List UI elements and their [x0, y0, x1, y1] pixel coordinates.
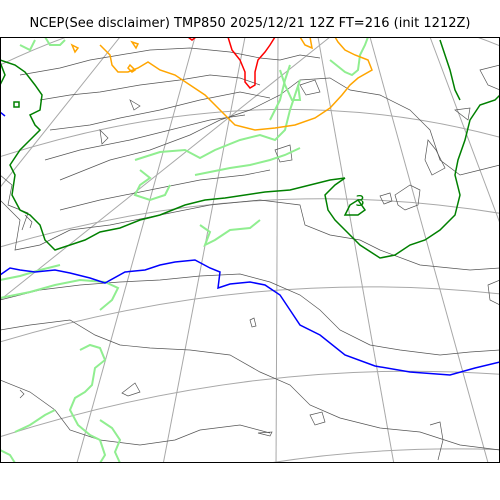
coastlines — [1, 47, 500, 461]
meridian-line — [369, 37, 489, 463]
coastline — [59, 77, 500, 181]
isotherm-segment — [44, 37, 66, 46]
meridian-line — [162, 37, 246, 463]
coastline — [379, 192, 393, 205]
coastline — [129, 99, 141, 111]
coastline — [479, 64, 500, 91]
latitude-line — [1, 108, 500, 157]
isotherm-3 — [1, 39, 500, 259]
coastline — [257, 431, 273, 437]
isotherm-segment — [329, 37, 369, 77]
meridian-line — [429, 37, 500, 225]
isotherm-segment — [1, 59, 346, 251]
coastline — [1, 319, 500, 451]
coastline — [299, 79, 321, 96]
isotherm-segment — [130, 40, 140, 50]
contour-label: 3 — [355, 192, 365, 210]
meridian-line — [1, 37, 331, 300]
isotherm-segment — [1, 449, 16, 463]
coastline — [99, 129, 109, 145]
latitude-line — [1, 37, 500, 66]
coastline — [19, 47, 321, 76]
meridian-line — [317, 37, 395, 463]
graticule-meridians — [1, 37, 500, 463]
isotherm-segment — [199, 219, 261, 248]
isotherm-segment — [269, 64, 291, 121]
isotherm-segment — [19, 39, 36, 52]
coastline — [39, 74, 261, 101]
isotherm-segment — [127, 63, 137, 73]
coastline — [1, 273, 500, 356]
coastline — [424, 139, 446, 176]
isotherm-segment — [324, 94, 500, 259]
isotherm-6 — [1, 37, 369, 463]
isotherm-segment — [134, 79, 301, 161]
isotherm-segment — [1, 278, 120, 311]
isotherm-segment — [14, 409, 56, 433]
meridian-line — [76, 37, 196, 463]
latitude-line — [1, 370, 500, 438]
isotherm-segment — [194, 147, 301, 176]
isotherm-segment — [279, 69, 302, 101]
coastline — [121, 382, 141, 397]
coastline — [19, 389, 25, 399]
coastline — [454, 107, 471, 121]
map-title: NCEP(See disclaimer) TMP850 2025/12/21 1… — [29, 16, 471, 31]
isotherm-segment — [227, 37, 276, 89]
latitude-line — [1, 286, 500, 343]
isotherm-segment — [1, 111, 6, 117]
coastline — [24, 214, 33, 229]
isotherm-9 — [70, 37, 373, 131]
isotherm-0 — [1, 111, 500, 376]
isotherm-segment — [13, 101, 20, 108]
isotherm-segment — [99, 419, 122, 463]
coastline — [1, 175, 29, 231]
coastline — [59, 169, 271, 211]
coastline — [394, 184, 421, 211]
isotherm-segment — [299, 37, 313, 50]
meridian-line — [1, 37, 121, 188]
isotherm-segment — [343, 198, 367, 216]
coastline — [44, 114, 246, 161]
coastline — [487, 279, 500, 306]
isotherm-segment — [133, 169, 171, 202]
isotherm-segment — [439, 39, 461, 101]
coastline — [309, 411, 326, 426]
coastline — [429, 421, 444, 461]
coastline — [49, 91, 271, 131]
isotherm-segment — [1, 62, 6, 85]
meridian-line — [275, 37, 279, 463]
isotherm-segment — [70, 43, 80, 54]
coastline — [249, 317, 257, 328]
isotherm-segment — [68, 343, 107, 463]
isotherm-segment — [1, 264, 61, 281]
isotherm-segment — [1, 259, 500, 376]
